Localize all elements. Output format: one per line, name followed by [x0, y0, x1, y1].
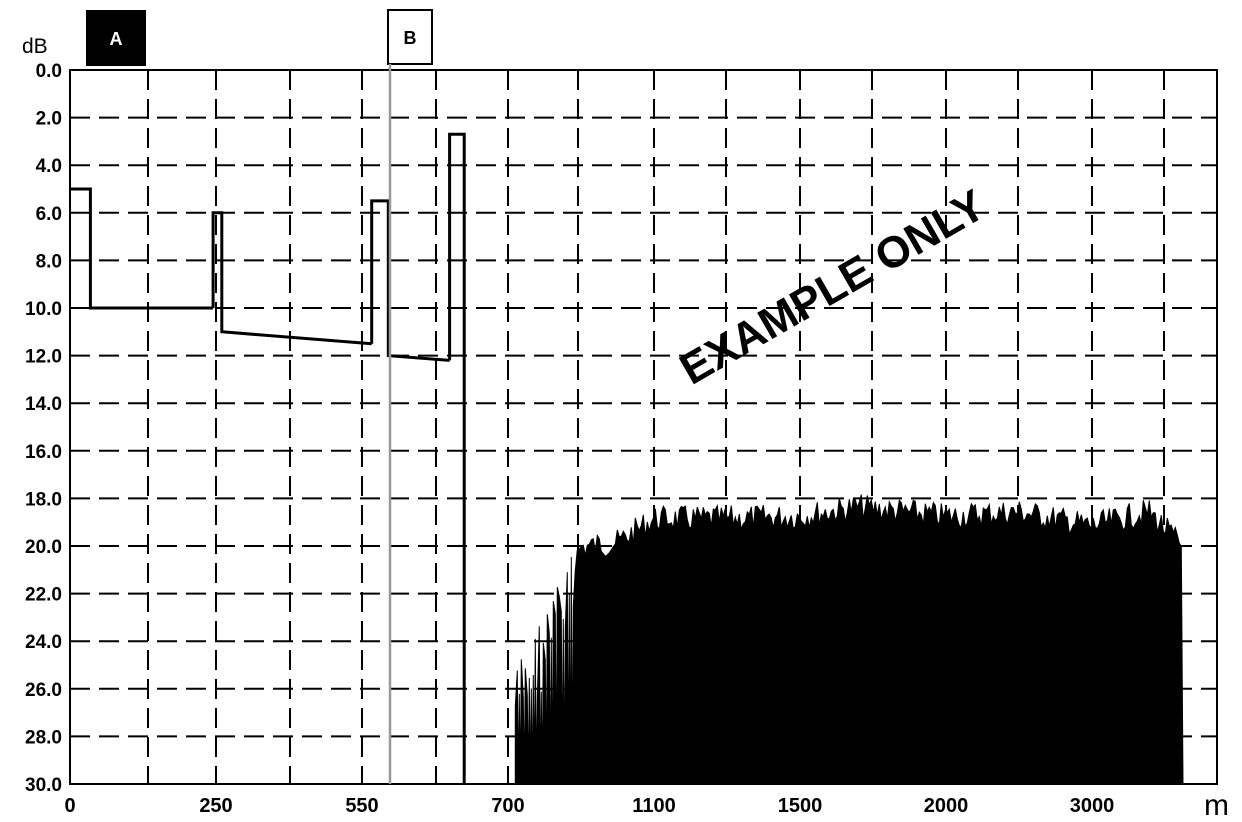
- y-tick-label: 16.0: [25, 442, 62, 463]
- x-tick-label: 3000: [1070, 795, 1115, 817]
- trace-segment: [211, 211, 372, 346]
- cursor-b-marker[interactable]: B: [387, 9, 433, 784]
- y-tick-label: 18.0: [25, 489, 62, 510]
- x-tick-label: 1100: [632, 795, 675, 817]
- x-tick-label: 1500: [778, 795, 823, 817]
- y-tick-label: 28.0: [25, 727, 62, 748]
- trace-segment: [70, 187, 214, 310]
- y-tick-label: 6.0: [36, 204, 62, 225]
- trace-segment: [370, 199, 450, 362]
- y-tick-label: 24.0: [25, 632, 62, 653]
- y-tick-label: 10.0: [25, 299, 62, 320]
- y-tick-label: 2.0: [36, 109, 62, 130]
- cursor-a-marker[interactable]: A: [86, 10, 146, 66]
- y-tick-label: 12.0: [25, 347, 62, 368]
- x-tick-label: 700: [491, 795, 524, 817]
- y-tick-label: 8.0: [36, 251, 62, 272]
- cursor-b-label: B: [404, 28, 417, 48]
- noise-floor: [514, 494, 1184, 785]
- x-tick-label: 250: [199, 795, 232, 817]
- x-axis-unit: m: [1204, 789, 1229, 822]
- trace-segment: [448, 132, 466, 784]
- y-tick-label: 20.0: [25, 537, 62, 558]
- cursor-b-box: [387, 9, 433, 65]
- y-axis-unit: dB: [22, 35, 48, 58]
- y-tick-label: 30.0: [25, 775, 62, 796]
- cursor-a-box: [86, 10, 146, 66]
- x-tick-label: 2000: [924, 795, 969, 817]
- cursor-a-label: A: [110, 29, 123, 49]
- y-tick-label: 4.0: [36, 156, 62, 177]
- y-tick-label: 22.0: [25, 585, 62, 606]
- x-tick-label: 550: [345, 795, 378, 817]
- fiber-trace: [70, 132, 466, 784]
- y-tick-label: 26.0: [25, 680, 62, 701]
- y-axis-ticks: 0.0 2.0 4.0 6.0 8.0 10.0 12.0 14.0 16.0 18.0 20.0 2…: [25, 61, 62, 796]
- y-tick-label: 14.0: [25, 394, 62, 415]
- noise-floor-area: [514, 494, 1184, 785]
- x-tick-label: 0: [64, 795, 75, 817]
- x-axis-ticks: 0 250 550 700 1100 1500 2000 3000: [64, 795, 1114, 817]
- y-tick-label: 0.0: [36, 61, 62, 82]
- plot-frame: [69, 69, 1218, 785]
